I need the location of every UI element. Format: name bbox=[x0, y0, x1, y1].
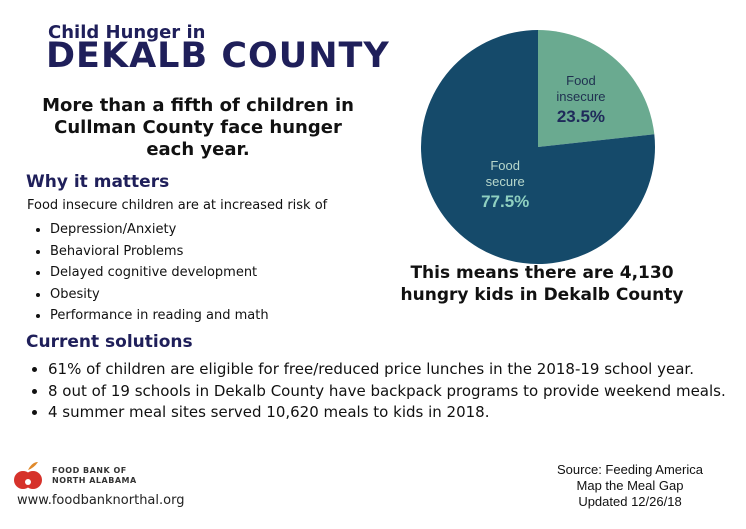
logo-text: FOOD BANK OF NORTH ALABAMA bbox=[52, 466, 137, 486]
source-line: Source: Feeding America bbox=[557, 462, 703, 477]
list-item: Delayed cognitive development bbox=[50, 262, 269, 284]
list-item: 4 summer meal sites served 10,620 meals … bbox=[48, 402, 746, 424]
source-line: Map the Meal Gap bbox=[576, 478, 684, 493]
list-item: Depression/Anxiety bbox=[50, 219, 269, 241]
list-item: 61% of children are eligible for free/re… bbox=[48, 359, 746, 381]
value-label: 77.5% bbox=[481, 191, 530, 211]
callout: This means there are 4,130 hungry kids i… bbox=[400, 263, 684, 305]
url[interactable]: www.foodbanknorthal.org bbox=[17, 493, 185, 508]
pie-slice bbox=[420, 30, 655, 264]
risk-list: Depression/AnxietyBehavioral ProblemsDel… bbox=[28, 219, 269, 327]
pie-slice bbox=[538, 30, 655, 147]
list-item: Performance in reading and math bbox=[50, 305, 269, 327]
solutions-list: 61% of children are eligible for free/re… bbox=[26, 359, 746, 424]
value-label: 23.5% bbox=[556, 107, 606, 127]
apple-icon bbox=[14, 462, 42, 489]
section-heading: Why it matters bbox=[26, 172, 170, 192]
logo-line: FOOD BANK OF bbox=[52, 466, 127, 475]
list-item: 8 out of 19 schools in Dekalb County hav… bbox=[48, 381, 746, 403]
slice-label: Food secure bbox=[485, 157, 525, 189]
list-item: Obesity bbox=[50, 284, 269, 306]
source: Source: Feeding America Map the Meal Gap… bbox=[540, 462, 720, 510]
kicker: Child Hunger in bbox=[48, 22, 206, 43]
slice-label: Food insecure bbox=[556, 73, 606, 105]
section-heading: Current solutions bbox=[26, 332, 193, 352]
logo-line: NORTH ALABAMA bbox=[52, 476, 137, 485]
intro: Food insecure children are at increased … bbox=[27, 198, 328, 213]
source-line: Updated 12/26/18 bbox=[578, 494, 682, 509]
headline: More than a fifth of children in Cullman… bbox=[42, 95, 354, 160]
list-item: Behavioral Problems bbox=[50, 241, 269, 263]
title: DEKALB COUNTY bbox=[46, 36, 390, 76]
